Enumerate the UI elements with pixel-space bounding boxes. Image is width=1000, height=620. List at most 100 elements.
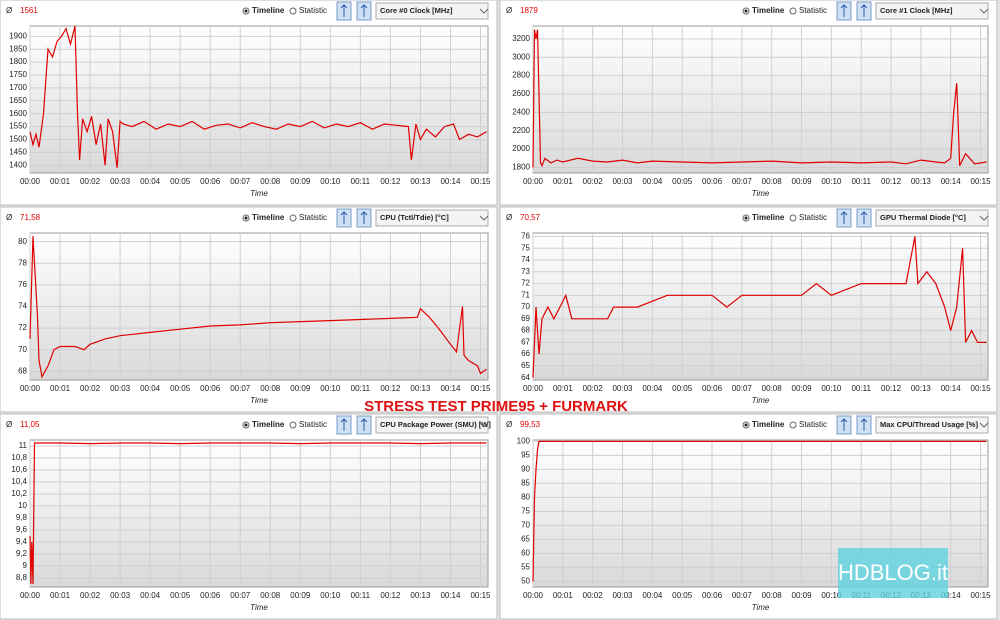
x-tick-label: 00:06 bbox=[200, 591, 221, 600]
x-tick-label: 00:06 bbox=[702, 384, 723, 393]
radio-statistic[interactable] bbox=[789, 214, 797, 222]
avg-value: 70,57 bbox=[520, 213, 541, 222]
y-tick-label: 74 bbox=[521, 255, 530, 264]
y-tick-label: 8,8 bbox=[16, 573, 28, 582]
y-tick-label: 68 bbox=[18, 366, 27, 375]
panel: Ø 11,05 Timeline Statistic CPU Package Power… bbox=[0, 413, 498, 620]
y-tick-label: 50 bbox=[521, 577, 530, 586]
x-tick-label: 00:11 bbox=[351, 591, 371, 600]
panel: Ø 1879 Timeline Statistic Core #1 Clock [MHz… bbox=[499, 0, 998, 206]
x-tick-label: 00:01 bbox=[553, 177, 574, 186]
y-tick-label: 72 bbox=[18, 323, 27, 332]
icon-arrow bbox=[360, 4, 368, 17]
y-tick-label: 3000 bbox=[512, 52, 530, 61]
x-tick-label: 00:04 bbox=[140, 591, 161, 600]
x-tick-label: 00:12 bbox=[881, 177, 902, 186]
timeline-label: Timeline bbox=[252, 420, 285, 429]
avg-value: 1561 bbox=[20, 6, 38, 15]
x-tick-label: 00:07 bbox=[230, 177, 251, 186]
radio-dot bbox=[244, 423, 248, 427]
radio-statistic[interactable] bbox=[789, 421, 797, 429]
x-tick-label: 00:04 bbox=[140, 177, 161, 186]
x-tick-label: 00:10 bbox=[821, 177, 842, 186]
x-tick-label: 00:05 bbox=[672, 177, 693, 186]
watermark: HDBLOG.it bbox=[838, 560, 948, 585]
radio-dot bbox=[244, 9, 248, 13]
sensor-dropdown[interactable] bbox=[375, 416, 489, 434]
x-tick-label: 00:03 bbox=[110, 384, 131, 393]
y-tick-label: 1400 bbox=[9, 160, 27, 169]
sensor-dropdown[interactable] bbox=[375, 2, 489, 20]
statistic-label: Statistic bbox=[799, 420, 827, 429]
x-tick-label: 00:09 bbox=[290, 384, 311, 393]
y-tick-label: 70 bbox=[18, 345, 27, 354]
x-tick-label: 00:15 bbox=[470, 384, 491, 393]
sensor-dropdown[interactable] bbox=[875, 2, 989, 20]
radio-statistic[interactable] bbox=[289, 7, 297, 15]
x-tick-label: 00:12 bbox=[881, 384, 902, 393]
timeline-label: Timeline bbox=[252, 213, 285, 222]
x-tick-label: 00:07 bbox=[230, 591, 251, 600]
y-tick-label: 9,4 bbox=[16, 537, 28, 546]
icon-arrow bbox=[340, 4, 348, 17]
dropdown-arrow bbox=[479, 8, 489, 14]
series-line bbox=[532, 236, 987, 378]
series-line bbox=[532, 29, 987, 168]
radio-statistic[interactable] bbox=[289, 214, 297, 222]
avg-value: 11,05 bbox=[20, 420, 40, 429]
y-tick-label: 10,6 bbox=[11, 465, 27, 474]
y-tick-label: 2000 bbox=[512, 144, 530, 153]
x-tick-label: 00:11 bbox=[851, 177, 871, 186]
x-axis-label: Time bbox=[250, 396, 268, 405]
avg-value: 1879 bbox=[520, 6, 538, 15]
timeline-label: Timeline bbox=[752, 420, 785, 429]
y-tick-label: 64 bbox=[521, 373, 530, 382]
y-tick-label: 1450 bbox=[9, 147, 27, 156]
x-tick-label: 00:04 bbox=[642, 177, 663, 186]
x-tick-label: 00:00 bbox=[523, 177, 544, 186]
sensor-dropdown[interactable] bbox=[375, 209, 489, 227]
x-axis-label: Time bbox=[752, 396, 770, 405]
icon-arrow bbox=[840, 211, 848, 224]
y-tick-label: 76 bbox=[18, 280, 27, 289]
x-tick-label: 00:12 bbox=[380, 591, 401, 600]
x-tick-label: 00:14 bbox=[941, 384, 962, 393]
x-tick-label: 00:05 bbox=[170, 177, 191, 186]
avg-symbol: Ø bbox=[506, 6, 512, 15]
avg-value: 99,53 bbox=[520, 420, 541, 429]
x-tick-label: 00:15 bbox=[470, 177, 491, 186]
x-tick-label: 00:09 bbox=[290, 177, 311, 186]
statistic-label: Statistic bbox=[299, 213, 327, 222]
x-tick-label: 00:11 bbox=[851, 384, 871, 393]
y-tick-label: 10 bbox=[18, 501, 27, 510]
series-line bbox=[29, 236, 487, 379]
x-tick-label: 00:10 bbox=[821, 591, 842, 600]
y-tick-label: 11 bbox=[19, 441, 28, 450]
sensor-name: Max CPU/Thread Usage [%] bbox=[880, 420, 978, 429]
x-tick-label: 00:07 bbox=[732, 591, 753, 600]
radio-dot bbox=[744, 9, 748, 13]
sensor-dropdown[interactable] bbox=[875, 209, 989, 227]
x-tick-label: 00:15 bbox=[971, 591, 992, 600]
x-tick-label: 00:10 bbox=[821, 384, 842, 393]
statistic-label: Statistic bbox=[799, 213, 827, 222]
y-tick-label: 1550 bbox=[9, 122, 27, 131]
radio-statistic[interactable] bbox=[289, 421, 297, 429]
y-tick-label: 100 bbox=[517, 437, 531, 446]
sensor-name: CPU Package Power (SMU) [W] bbox=[380, 420, 491, 429]
radio-statistic[interactable] bbox=[789, 7, 797, 15]
radio-dot bbox=[744, 423, 748, 427]
y-tick-label: 78 bbox=[18, 258, 27, 267]
x-tick-label: 00:05 bbox=[170, 384, 191, 393]
y-tick-label: 85 bbox=[521, 479, 530, 488]
y-tick-label: 2800 bbox=[512, 71, 530, 80]
dropdown-arrow bbox=[979, 8, 989, 14]
avg-symbol: Ø bbox=[6, 6, 12, 15]
x-tick-label: 00:06 bbox=[702, 591, 723, 600]
x-tick-label: 00:13 bbox=[410, 384, 431, 393]
overlay-title: STRESS TEST PRIME95 + FURMARK bbox=[364, 398, 628, 415]
x-tick-label: 00:02 bbox=[80, 591, 101, 600]
sensor-dropdown[interactable] bbox=[875, 416, 989, 434]
x-tick-label: 00:08 bbox=[762, 384, 783, 393]
